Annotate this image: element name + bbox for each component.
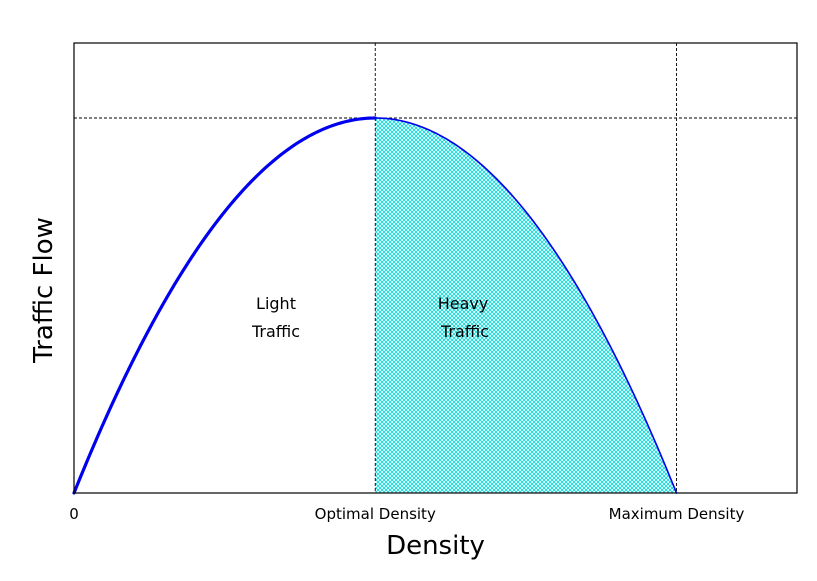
heavy-traffic-fill xyxy=(375,118,677,493)
light-traffic-label-line1: Light xyxy=(256,294,296,313)
heavy-traffic-shaded-region xyxy=(375,118,677,493)
x-tick-label-zero: 0 xyxy=(69,505,79,523)
light-traffic-label-line2: Traffic xyxy=(251,322,300,341)
heavy-traffic-curve-segment xyxy=(374,117,678,494)
x-axis-label: Density xyxy=(386,531,485,561)
flow-curve xyxy=(72,116,678,495)
heavy-traffic-label-line1: Heavy xyxy=(438,294,489,313)
x-tick-labels: 0 Optimal Density Maximum Density xyxy=(69,505,744,523)
light-traffic-curve-segment xyxy=(72,116,377,495)
region-labels: Light Traffic Heavy Traffic xyxy=(251,294,489,341)
heavy-traffic-label-line2: Traffic xyxy=(440,322,489,341)
x-tick-label-optimal-density: Optimal Density xyxy=(315,505,436,523)
plot-area-frame xyxy=(73,42,798,494)
y-axis-label: Traffic Flow xyxy=(29,217,59,364)
x-tick-label-maximum-density: Maximum Density xyxy=(609,505,745,523)
